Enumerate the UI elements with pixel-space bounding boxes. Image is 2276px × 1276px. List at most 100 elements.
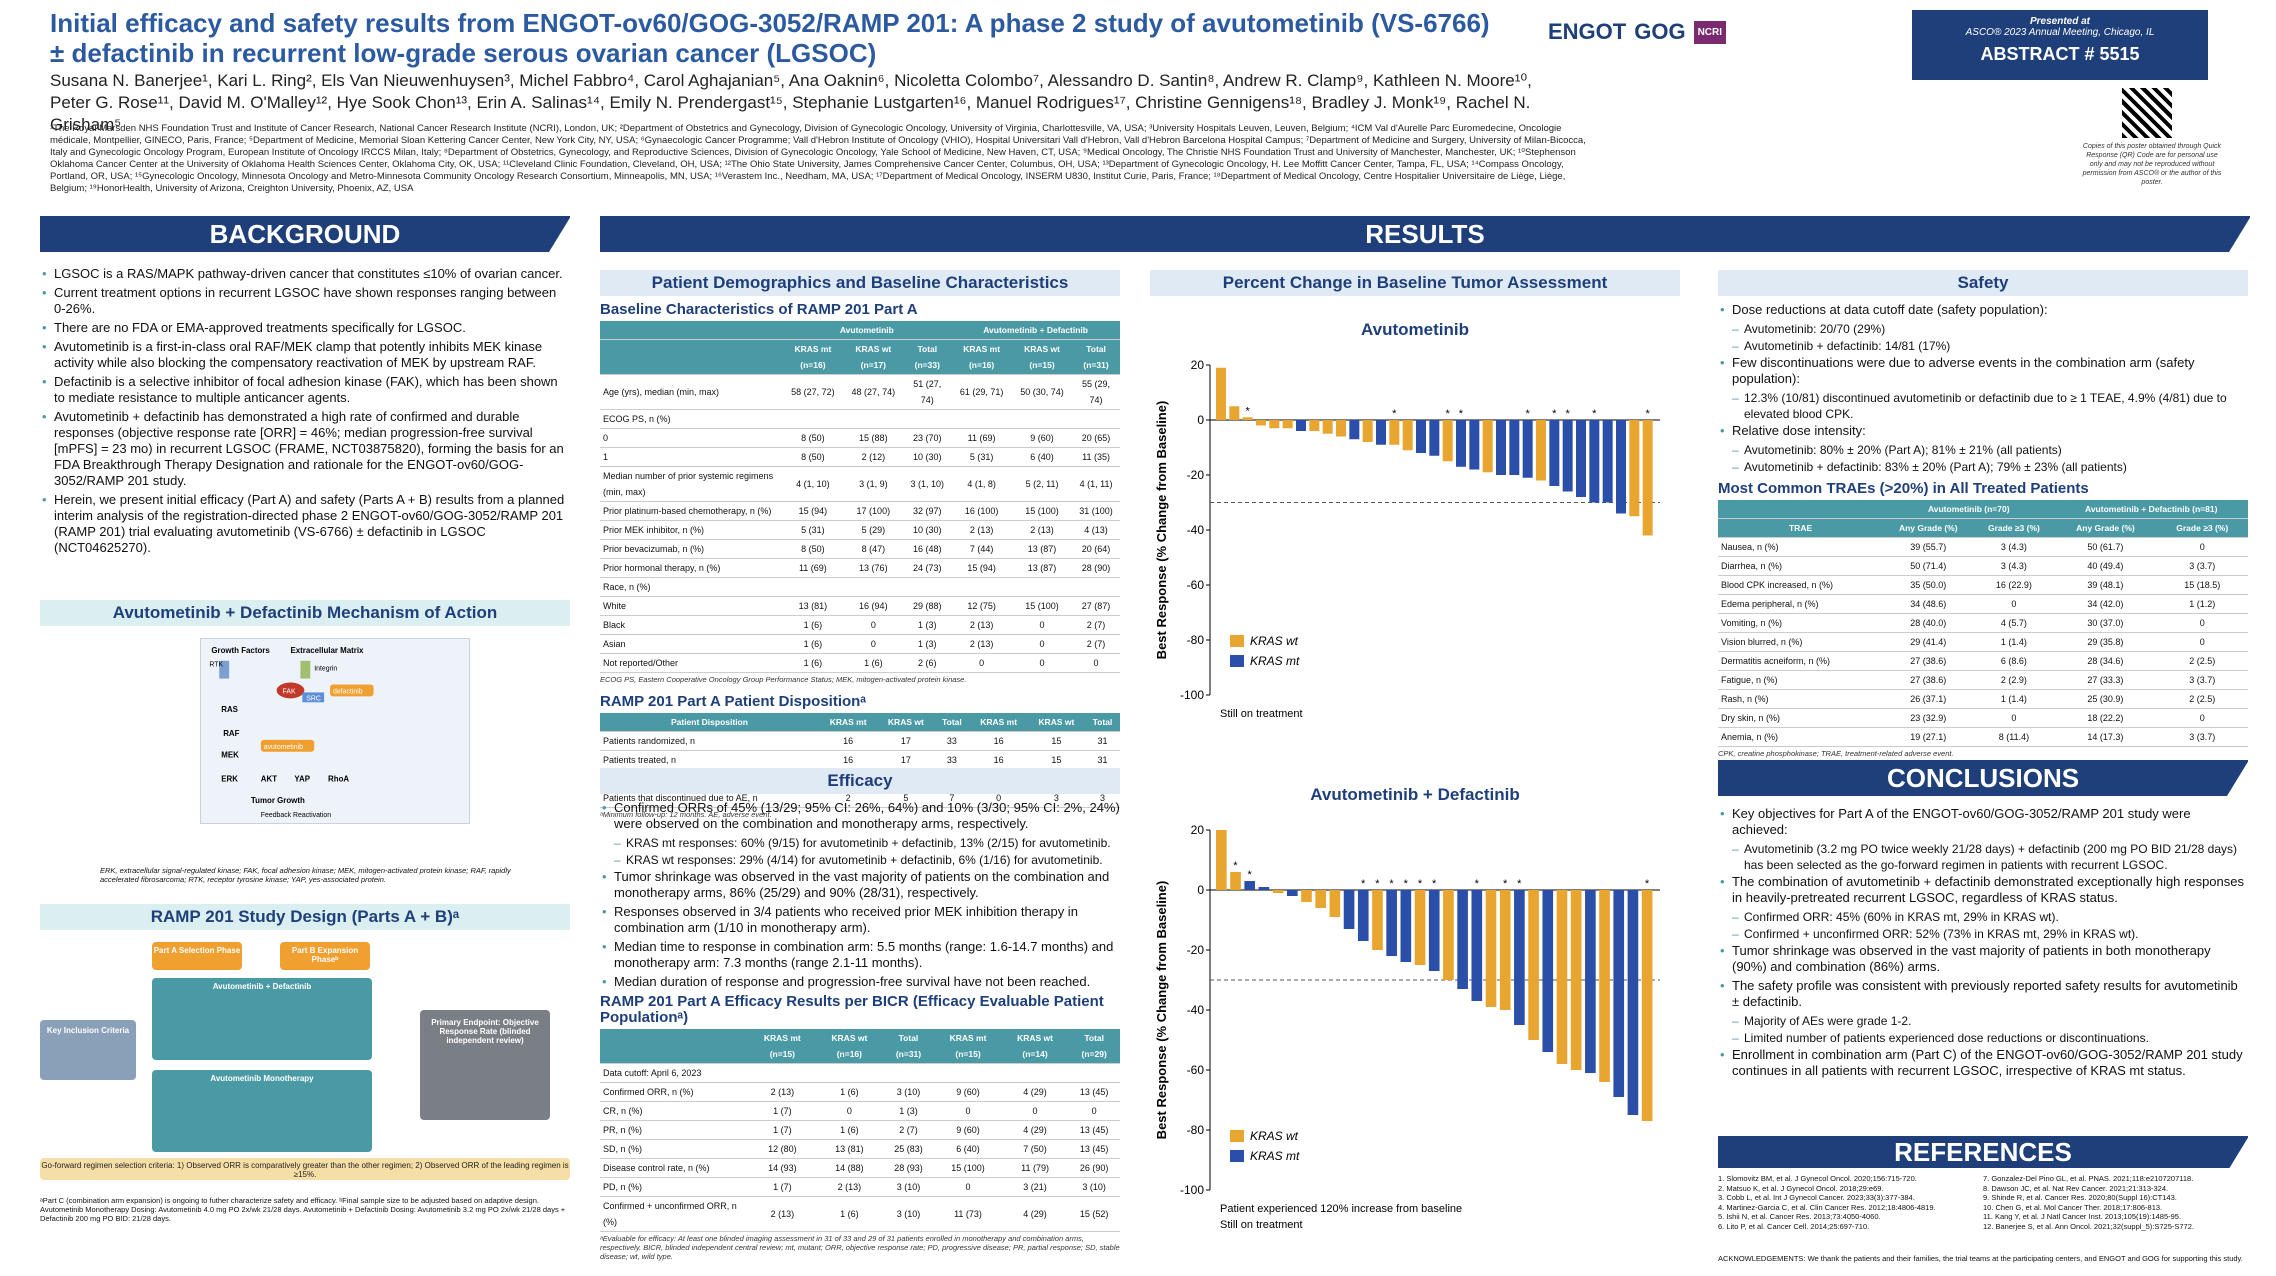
- avutometinib-shape: [260, 739, 315, 752]
- table-cell: SD, n (%): [600, 1139, 749, 1159]
- group-header: Avutometinib (n=70): [1883, 500, 2055, 519]
- waterfall-chart-combo: Avutometinib + Defactinib Best Response (…: [1154, 785, 1660, 1231]
- bullet-item: KRAS mt responses: 60% (9/15) for avutom…: [600, 835, 1120, 851]
- bar: [1349, 420, 1360, 440]
- table-cell: 28 (90): [1072, 558, 1120, 578]
- bar: [1457, 890, 1468, 989]
- reference-item: 5. Ishii N, et al. Cancer Res. 2013;73:4…: [1718, 1212, 1881, 1221]
- table-cell: 8 (50): [782, 428, 844, 448]
- column-header: Any Grade (%): [1883, 518, 1974, 538]
- qr-disclaimer: Copies of this poster obtained through Q…: [2082, 143, 2222, 186]
- engot-logo: ENGOT: [1548, 19, 1627, 44]
- bar: [1400, 890, 1412, 962]
- table-cell: 11 (69): [782, 558, 844, 578]
- table-cell: 34 (42.0): [2054, 594, 2157, 614]
- table-cell: 0: [1012, 615, 1073, 635]
- fak-shape: [276, 682, 305, 699]
- table-cell: 9 (60): [1012, 428, 1073, 448]
- table-cell: 2 (2.5): [2156, 689, 2248, 709]
- table-cell: 30 (37.0): [2054, 613, 2157, 633]
- disposition-title: RAMP 201 Part A Patient Dispositionᵃ: [600, 693, 866, 710]
- chart-note: Patient experienced 120% increase from b…: [1220, 1203, 1462, 1215]
- table-cell: 27 (87): [1072, 596, 1120, 616]
- table-cell: 0: [843, 634, 904, 654]
- qr-code[interactable]: [2122, 88, 2172, 138]
- design-section: RAMP 201 Study Design (Parts A + B)ᵃ: [40, 904, 570, 936]
- bar: [1602, 420, 1613, 503]
- still-marker: *: [1565, 408, 1570, 420]
- table-cell: 1 (7): [748, 1177, 817, 1197]
- legend-label: KRAS wt: [1250, 634, 1299, 648]
- still-marker: *: [1645, 408, 1650, 420]
- table-cell: [903, 409, 952, 429]
- table-cell: CR, n (%): [600, 1101, 749, 1121]
- table-cell: 2 (6): [903, 653, 952, 673]
- bar: [1616, 420, 1626, 514]
- table-cell: 0: [1012, 634, 1073, 654]
- table-cell: 5 (2, 11): [1012, 466, 1073, 502]
- table-row: Disease control rate, n (%) 14 (93) 14 (88…: [600, 1158, 1120, 1178]
- table-cell: Vision blurred, n (%): [1718, 632, 1884, 652]
- table-cell: 11 (35): [1072, 447, 1120, 467]
- bullet-item: Defactinib is a selective inhibitor of f…: [40, 374, 570, 406]
- table-cell: 10 (30): [903, 447, 952, 467]
- column-header: KRAS wt (n=17): [843, 339, 904, 375]
- table-cell: [816, 1063, 883, 1083]
- table-cell: Age (yrs), median (min, max): [600, 374, 783, 410]
- column-header: Total (n=31): [1072, 339, 1120, 375]
- table-cell: 12 (80): [748, 1139, 817, 1159]
- bar: [1536, 420, 1546, 481]
- table-cell: 0: [1001, 1101, 1069, 1121]
- table-cell: 2 (7): [1072, 634, 1120, 654]
- table-row: Anemia, n (%) 19 (27.1) 8 (11.4) 14 (17.3) 3…: [1718, 727, 2248, 747]
- table-cell: Prior hormonal therapy, n (%): [600, 558, 783, 578]
- table-cell: [934, 1063, 1002, 1083]
- bullet-item: Tumor shrinkage was observed in the vast…: [600, 869, 1120, 901]
- efficacy-table: KRAS mt (n=15) KRAS wt (n=16) Total (n=31)…: [600, 1029, 1120, 1232]
- table-cell: 3 (4.3): [1973, 556, 2055, 576]
- bar: [1315, 890, 1326, 908]
- table-cell: 55 (29, 74): [1072, 374, 1120, 410]
- column-header: KRAS wt: [877, 713, 935, 732]
- column-header: KRAS mt (n=16): [782, 339, 844, 375]
- table-cell: 39 (55.7): [1883, 537, 1974, 557]
- combo-arm-box: Avutometinib + Defactinib: [152, 978, 372, 1060]
- table-row: Patients randomized, n 16 17 33 16 15 31: [600, 731, 1120, 751]
- moa-label: Feedback Reactivation: [261, 812, 331, 819]
- table-cell: 14 (17.3): [2054, 727, 2157, 747]
- table-cell: 3 (10): [882, 1177, 935, 1197]
- bullet-item: Avutometinib (3.2 mg PO twice weekly 21/…: [1718, 841, 2248, 873]
- column-header: [600, 1029, 749, 1064]
- table-cell: 17 (100): [843, 501, 904, 521]
- moa-label: AKT: [261, 774, 277, 783]
- bar: [1296, 420, 1306, 431]
- bullet-item: Tumor shrinkage was observed in the vast…: [1718, 943, 2248, 975]
- still-marker: *: [1552, 408, 1557, 420]
- table-row: Prior bevacizumab, n (%) 8 (50) 8 (47) 16 (…: [600, 539, 1120, 559]
- author-list: Susana N. Banerjee¹, Kari L. Ring², Els …: [50, 71, 1532, 134]
- table-cell: 11 (69): [951, 428, 1012, 448]
- table-cell: 15: [1027, 731, 1085, 751]
- table-cell: 9 (60): [934, 1120, 1002, 1140]
- table-row: Blood CPK increased, n (%) 35 (50.0) 16 (2…: [1718, 575, 2248, 595]
- bar: [1362, 420, 1373, 442]
- reference-item: 1. Slomovitz BM, et al. J Gynecol Oncol.…: [1718, 1174, 1917, 1183]
- moa-label: RAS: [221, 705, 238, 714]
- y-tick-label: 0: [1197, 883, 1204, 897]
- column-header: Grade ≥3 (%): [1973, 518, 2055, 538]
- table-cell: 13 (45): [1068, 1139, 1120, 1159]
- moa-label: MEK: [221, 751, 239, 760]
- legend-label: KRAS wt: [1250, 1129, 1299, 1143]
- table-cell: 31 (100): [1072, 501, 1120, 521]
- table-cell: 3 (21): [1001, 1177, 1069, 1197]
- table-cell: 35 (50.0): [1883, 575, 1974, 595]
- table-cell: [951, 409, 1012, 429]
- table-row: Black 1 (6) 0 1 (3) 2 (13) 0 2 (7): [600, 615, 1120, 635]
- part-b-box: Part B Expansion Phaseᵇ: [280, 942, 370, 970]
- table-cell: 7 (44): [951, 539, 1012, 559]
- trae-table-title: Most Common TRAEs (>20%) in All Treated …: [1718, 480, 2089, 497]
- bar: [1522, 420, 1533, 478]
- table-cell: 23 (32.9): [1883, 708, 1974, 728]
- table-row: PR, n (%) 1 (7) 1 (6) 2 (7) 9 (60) 4 (29) 13 (…: [600, 1120, 1120, 1140]
- y-tick-label: 20: [1191, 823, 1205, 837]
